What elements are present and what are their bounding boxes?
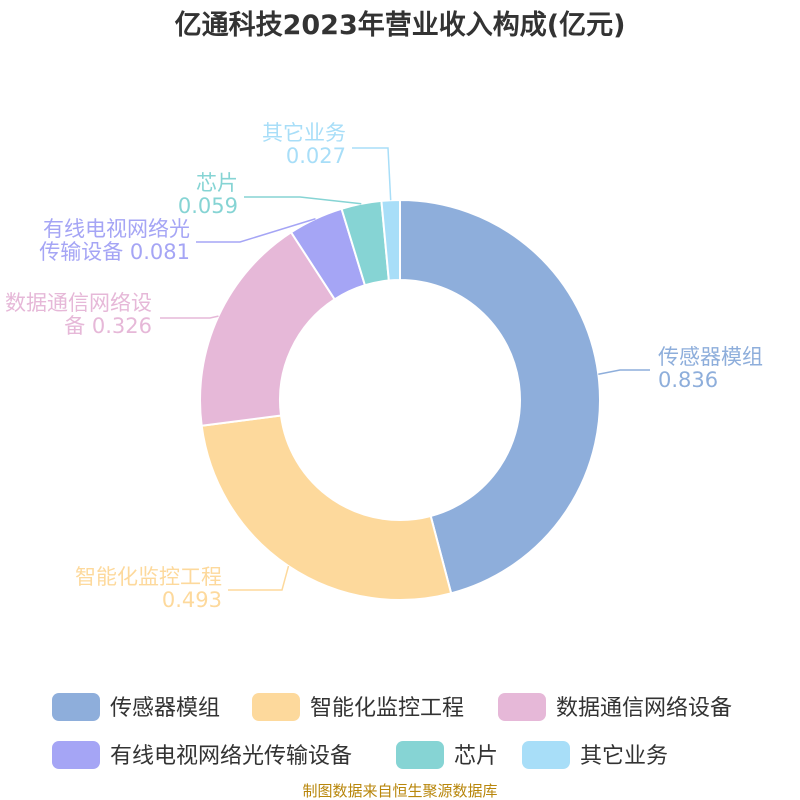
legend-label: 传感器模组 xyxy=(110,696,220,721)
legend-item-2[interactable]: 智能化监控工程 xyxy=(252,693,464,721)
slice-label-line: 0.836 xyxy=(658,368,718,392)
slice-label-line: 智能化监控工程 xyxy=(75,565,222,589)
slice-label-line: 传感器模组 xyxy=(658,345,763,369)
legend-swatch xyxy=(396,741,444,769)
slice-label-line: 传输设备 0.081 xyxy=(39,240,190,264)
leader-line-3 xyxy=(160,315,219,319)
slice-label-3: 数据通信网络设备 0.326 xyxy=(5,291,152,338)
slice-label-4: 有线电视网络光传输设备 0.081 xyxy=(39,217,190,264)
legend-label: 有线电视网络光传输设备 xyxy=(110,744,352,769)
legend-item-5[interactable]: 芯片 xyxy=(396,741,498,769)
slice-label-line: 备 0.326 xyxy=(64,314,152,338)
slice-2 xyxy=(200,414,453,601)
slice-1 xyxy=(399,198,601,595)
legend-swatch xyxy=(52,693,100,721)
leader-line-4 xyxy=(196,218,316,243)
slice-label-line: 有线电视网络光 xyxy=(43,217,190,241)
leader-line-1 xyxy=(598,369,650,375)
legend-item-1[interactable]: 传感器模组 xyxy=(52,693,220,721)
leader-line-5 xyxy=(244,196,362,205)
slice-label-1: 传感器模组 0.836 xyxy=(658,345,763,392)
legend-label: 数据通信网络设备 xyxy=(556,696,732,721)
legend-swatch xyxy=(52,741,100,769)
slice-label-line: 0.027 xyxy=(286,144,346,168)
legend-item-3[interactable]: 数据通信网络设备 xyxy=(498,693,732,721)
legend-swatch xyxy=(252,693,300,721)
slice-label-line: 0.059 xyxy=(178,194,238,218)
slice-label-5: 芯片 0.059 xyxy=(178,171,238,218)
slice-label-line: 0.493 xyxy=(162,588,222,612)
legend-item-4[interactable]: 有线电视网络光传输设备 xyxy=(52,741,352,769)
slice-label-line: 数据通信网络设 xyxy=(5,291,152,315)
chart-title: 亿通科技2023年营业收入构成(亿元) xyxy=(175,9,626,41)
slice-label-line: 芯片 xyxy=(196,171,238,195)
slice-6 xyxy=(380,198,401,282)
leader-line-2 xyxy=(228,565,290,591)
source-note: 制图数据来自恒生聚源数据库 xyxy=(302,782,497,800)
legend-item-6[interactable]: 其它业务 xyxy=(522,741,668,769)
slices xyxy=(199,198,601,601)
legend-swatch xyxy=(522,741,570,769)
slice-labels: 传感器模组 0.836 智能化监控工程 0.493 数据通信网络设备 0.326 有线电视… xyxy=(5,121,763,612)
legend-label: 芯片 xyxy=(454,744,498,769)
legend-label: 智能化监控工程 xyxy=(310,696,464,721)
legend-swatch xyxy=(498,693,546,721)
slice-label-line: 其它业务 xyxy=(262,121,346,145)
slice-label-2: 智能化监控工程 0.493 xyxy=(75,565,222,612)
legend-label: 其它业务 xyxy=(580,744,668,769)
leader-line-6 xyxy=(352,147,392,201)
slice-3 xyxy=(199,230,337,427)
slice-label-6: 其它业务 0.027 xyxy=(262,121,346,168)
